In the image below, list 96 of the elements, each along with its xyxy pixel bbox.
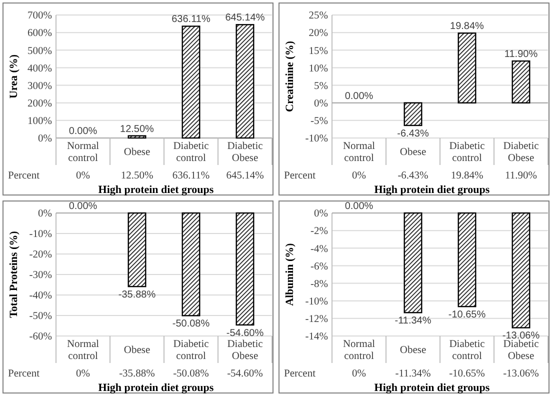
annotation: -6.43% [397,128,429,140]
x-axis-title: High protein diet groups [374,184,490,196]
y-tick-label: 5% [314,80,328,92]
annotation: 0.00% [68,126,98,137]
y-axis-title: Albumin (%) [284,242,296,306]
y-tick-label: -10% [305,296,328,308]
x-tick-label: Normal control [342,339,376,362]
y-tick-label: -60% [29,332,52,343]
bar [182,26,200,139]
annotation: 0.00% [344,90,374,102]
x-tick-label: Diabetic control [173,141,210,164]
y-tick-label: 500% [28,46,52,57]
x-tick-label: Normal control [342,141,376,164]
x-tick-label: Obese [124,345,150,356]
bar [512,60,530,104]
y-tick-label: 20% [308,28,328,40]
y-tick-label: 0% [314,98,328,110]
annotation: 0.00% [344,201,374,212]
bar [236,24,254,139]
y-tick-label: 400% [28,63,52,74]
data-label: -54.60% [227,368,264,380]
x-axis-title: High protein diet groups [98,382,214,394]
x-tick-label: Diabetic control [173,339,210,362]
y-axis-title: Total Proteins (%) [8,230,20,318]
annotation: -35.88% [118,290,156,301]
y-tick-label: -10% [29,229,52,240]
data-label: 0% [352,368,366,380]
annotation: 0.00% [68,201,98,212]
y-tick-label: -8% [310,278,328,290]
annotation: 11.90% [504,49,538,60]
y-tick-label: -12% [305,314,328,326]
y-tick-label: -10% [305,134,328,145]
data-label: 0% [352,170,366,182]
data-label: 636.11% [172,170,210,182]
y-tick-label: -20% [29,250,52,261]
data-label: -11.34% [395,368,431,380]
text: Percent [284,170,316,182]
annotation: -50.08% [172,318,210,330]
text: Percent [8,368,40,380]
data-label: 0% [76,368,90,380]
data-label: 12.50% [120,170,154,182]
y-tick-label: 700% [28,10,52,22]
bar [128,135,146,139]
y-tick-label: -30% [29,270,52,282]
data-label: 11.90% [505,170,538,182]
y-tick-label: -6% [310,261,328,272]
x-tick-label: Diabetic Obese [503,141,540,164]
y-tick-label: 0% [38,208,52,220]
y-tick-label: 10% [308,63,328,74]
x-tick-label: Normal control [66,141,100,164]
y-axis-title: Creatinine (%) [284,40,296,112]
x-tick-label: Diabetic Obese [503,339,540,362]
x-tick-label: Normal control [66,339,100,362]
y-axis-title: Urea (%) [8,54,20,99]
y-tick-label: 300% [28,80,52,92]
x-axis-title: High protein diet groups [98,184,214,196]
y-tick-label: -40% [29,290,52,302]
y-tick-label: 15% [308,46,328,57]
y-tick-label: 100% [28,116,52,128]
data-label: -50.08% [173,368,210,380]
annotation: 19.84% [450,21,484,32]
x-tick-label: Obese [400,147,426,158]
data-label: 0% [76,170,90,182]
data-label: 19.84% [450,170,484,182]
x-axis-title: High protein diet groups [374,382,490,394]
annotation: -11.34% [394,316,432,327]
data-label: -6.43% [398,170,429,182]
y-tick-label: -50% [29,311,52,322]
annotation: 636.11% [172,14,210,26]
bar [404,102,422,126]
bar [458,32,476,104]
x-tick-label: Obese [124,147,150,158]
data-label: -10.65% [449,368,486,380]
y-tick-label: 200% [28,98,52,110]
data-label: -13.06% [503,368,540,380]
y-tick-label: -5% [310,116,328,128]
y-tick-label: 600% [28,28,52,40]
annotation: -10.65% [448,310,486,321]
x-tick-label: Diabetic Obese [227,339,264,362]
x-tick-label: Diabetic control [449,339,486,362]
annotation: 12.50% [120,124,154,135]
y-tick-label: 25% [308,10,328,22]
x-tick-label: Obese [400,345,426,356]
data-label: -35.88% [119,368,156,380]
annotation: 645.14% [225,12,265,24]
x-tick-label: Diabetic Obese [227,141,264,164]
x-tick-label: Diabetic control [449,141,486,164]
annotation: -54.60% [226,328,264,339]
y-tick-label: -4% [310,244,328,255]
text: Percent [284,368,316,380]
y-tick-label: -14% [305,332,328,343]
y-tick-label: 0% [38,134,52,145]
y-tick-label: -2% [310,226,328,238]
y-tick-label: 0% [314,208,328,220]
data-label: 645.14% [226,170,264,182]
text: Percent [8,170,40,182]
